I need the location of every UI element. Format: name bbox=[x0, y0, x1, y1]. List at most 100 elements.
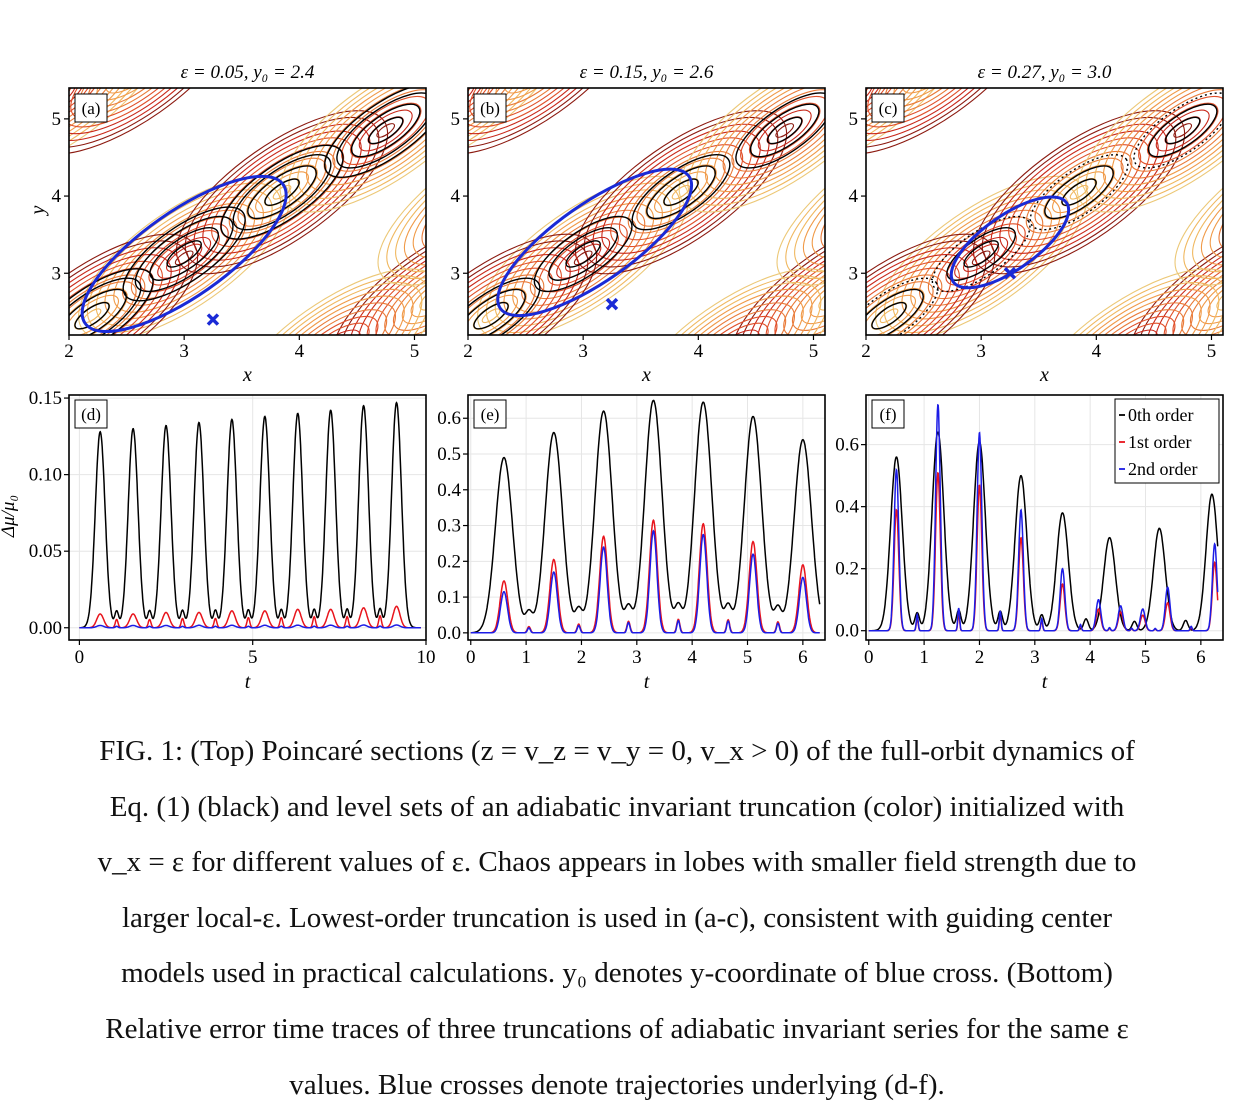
poincare-panel-2: 2 3 4 5 3 4 5 ε = 0.27, y₀ = 3.0 x (c) bbox=[849, 62, 1224, 386]
caption-line-7: values. Blue crosses denote trajectories… bbox=[289, 1068, 945, 1101]
error-panel-1: 0 1 2 3 4 5 6 0.0 0.1 0.2 0.3 0.4 0.5 0.6 t (e) bbox=[437, 394, 826, 693]
x-tick-label: 4 bbox=[1092, 341, 1102, 362]
x-tick-label: 6 bbox=[798, 647, 808, 668]
x-tick-label: 5 bbox=[1207, 341, 1217, 362]
x-tick-label: 3 bbox=[976, 341, 986, 362]
series-group bbox=[470, 399, 821, 634]
panel-title: ε = 0.15, y₀ = 2.6 bbox=[580, 62, 714, 83]
panel-label-box bbox=[74, 399, 108, 429]
x-tick-label: 0 bbox=[75, 647, 85, 668]
y-tick-label: 0.1 bbox=[437, 587, 461, 608]
y-tick-label: 3 bbox=[849, 263, 859, 284]
y-axis-label: Δμ/μ₀ bbox=[0, 495, 19, 538]
x-tick-label: 4 bbox=[295, 341, 305, 362]
axes-frame bbox=[68, 394, 427, 641]
series-line-2 bbox=[79, 624, 421, 629]
x-tick-label: 3 bbox=[578, 341, 588, 362]
x-tick-label: 5 bbox=[809, 341, 819, 362]
legend-box bbox=[1114, 398, 1220, 484]
y-tick-label: 4 bbox=[849, 186, 859, 207]
legend: 0th order 1st order 2nd order bbox=[1114, 398, 1220, 484]
y-tick-label: 0.6 bbox=[835, 435, 859, 456]
y-tick-label: 5 bbox=[451, 109, 461, 130]
figure-caption: FIG. 1: (Top) Poincaré sections (z = v_z… bbox=[0, 724, 1234, 1113]
series-line-0 bbox=[79, 401, 421, 629]
y-tick-label: 3 bbox=[52, 263, 62, 284]
caption-line-4: larger local-ε. Lowest-order truncation … bbox=[121, 901, 1113, 934]
x-tick-label: 3 bbox=[632, 647, 642, 668]
series-line-1 bbox=[79, 605, 421, 629]
y-tick-label: 0.0 bbox=[835, 621, 859, 642]
contour-field bbox=[468, 88, 825, 335]
x-tick-label: 10 bbox=[417, 647, 436, 668]
caption-line-3: v_x = ε for different values of ε. Chaos… bbox=[97, 846, 1137, 879]
series-line-1 bbox=[470, 518, 820, 634]
x-tick-label: 2 bbox=[577, 647, 587, 668]
x-axis-label: t bbox=[245, 671, 251, 693]
panel-label-box bbox=[871, 93, 905, 123]
y-tick-label: 0.4 bbox=[437, 480, 461, 501]
contour-field bbox=[69, 88, 426, 335]
series-line-2 bbox=[868, 403, 1219, 632]
panel-label: (a) bbox=[82, 99, 101, 118]
panel-label: (e) bbox=[481, 405, 500, 424]
series-line-0 bbox=[868, 431, 1219, 632]
series-group bbox=[868, 403, 1219, 632]
x-tick-label: 1 bbox=[919, 647, 929, 668]
y-tick-label: 0.05 bbox=[29, 541, 62, 562]
x-tick-label: 2 bbox=[975, 647, 985, 668]
blue-orbit bbox=[949, 195, 1071, 290]
caption-line-1: FIG. 1: (Top) Poincaré sections (z = v_z… bbox=[99, 735, 1135, 767]
panel-label: (f) bbox=[880, 405, 897, 424]
x-tick-label: 5 bbox=[410, 341, 420, 362]
x-axis-label: x bbox=[1039, 364, 1049, 386]
caption-line-5: models used in practical calculations. y… bbox=[121, 957, 1113, 990]
y-tick-label: 0.3 bbox=[437, 516, 461, 537]
x-tick-label: 5 bbox=[1141, 647, 1151, 668]
x-tick-label: 2 bbox=[861, 341, 871, 362]
error-panel-0: 0 5 10 0.00 0.05 0.10 0.15 t Δμ/μ₀ (d) bbox=[0, 388, 436, 693]
panel-label: (c) bbox=[879, 99, 898, 118]
panel-title: ε = 0.27, y₀ = 3.0 bbox=[978, 62, 1112, 83]
axes-frame bbox=[68, 87, 427, 336]
error-panel-2: 0 1 2 3 4 5 6 0.0 0.2 0.4 0.6 t (f) 0th order 1st orde… bbox=[835, 394, 1224, 693]
y-axis-label: y bbox=[27, 205, 49, 216]
y-tick-label: 4 bbox=[451, 186, 461, 207]
poincare-panel-1: 2 3 4 5 3 4 5 ε = 0.15, y₀ = 2.6 x (b) bbox=[451, 62, 826, 386]
axes-frame bbox=[865, 394, 1224, 641]
x-tick-label: 2 bbox=[463, 341, 473, 362]
blue-cross-marker bbox=[1003, 267, 1017, 280]
x-tick-label: 4 bbox=[1085, 647, 1095, 668]
y-tick-label: 0.0 bbox=[437, 623, 461, 644]
panel-title: ε = 0.05, y₀ = 2.4 bbox=[181, 62, 315, 83]
y-tick-label: 0.15 bbox=[29, 388, 62, 409]
panel-label-box bbox=[74, 93, 108, 123]
series-line-0 bbox=[470, 399, 821, 634]
x-tick-label: 2 bbox=[64, 341, 74, 362]
y-tick-label: 0.5 bbox=[437, 444, 461, 465]
x-tick-label: 0 bbox=[864, 647, 874, 668]
x-tick-label: 3 bbox=[179, 341, 189, 362]
y-tick-label: 4 bbox=[52, 186, 62, 207]
y-tick-label: 0.2 bbox=[835, 559, 859, 580]
axes-frame bbox=[865, 87, 1224, 336]
y-tick-label: 0.00 bbox=[29, 618, 62, 639]
x-tick-label: 1 bbox=[521, 647, 531, 668]
axes-frame bbox=[467, 87, 826, 336]
panel-label: (d) bbox=[81, 405, 101, 424]
blue-orbit bbox=[80, 174, 288, 334]
axes-frame bbox=[467, 394, 826, 641]
x-tick-label: 0 bbox=[466, 647, 476, 668]
panel-label: (b) bbox=[480, 99, 500, 118]
x-tick-label: 4 bbox=[694, 341, 704, 362]
x-tick-label: 6 bbox=[1196, 647, 1206, 668]
x-tick-label: 4 bbox=[687, 647, 697, 668]
figure-1: 2 3 4 5 3 4 5 ε = 0.05, y₀ = 2.4 x y (a) 2 3 4 5 3 4 5 ε =… bbox=[0, 62, 1224, 693]
x-tick-label: 5 bbox=[248, 647, 258, 668]
panel-label-box bbox=[871, 399, 905, 429]
x-axis-label: x bbox=[242, 364, 252, 386]
y-tick-label: 5 bbox=[849, 109, 859, 130]
caption-line-2: Eq. (1) (black) and level sets of an adi… bbox=[109, 790, 1125, 823]
blue-cross-marker bbox=[206, 313, 220, 326]
x-axis-label: x bbox=[641, 364, 651, 386]
